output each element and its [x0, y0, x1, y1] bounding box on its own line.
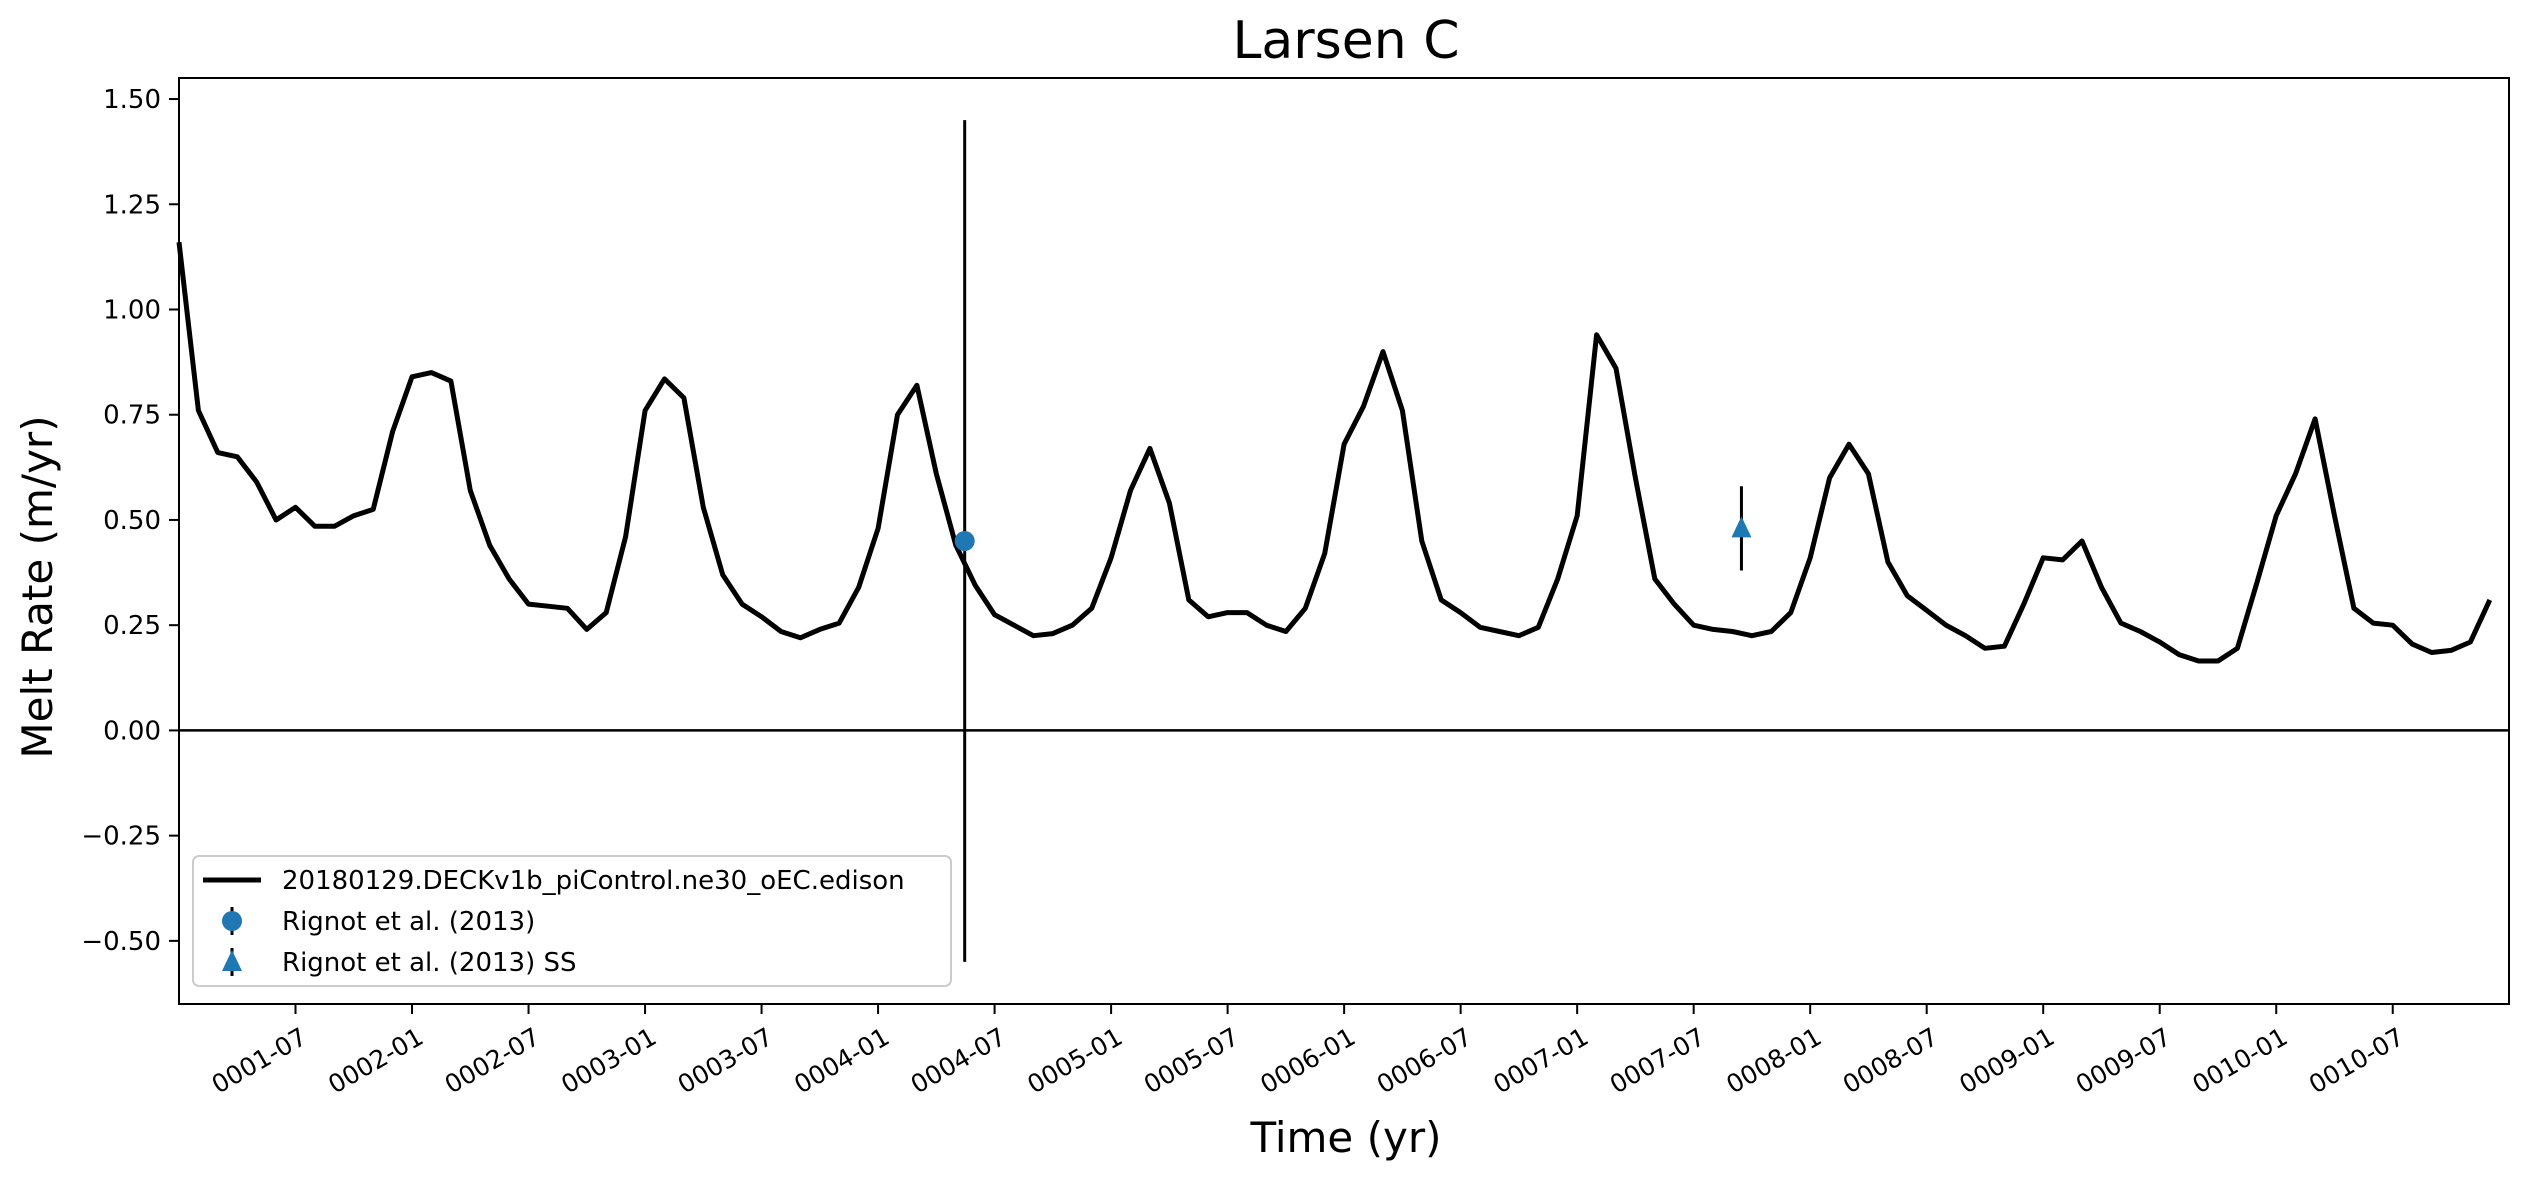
y-tick-label: 1.25: [103, 190, 161, 220]
series-line-model: [176, 241, 2493, 664]
y-tick-label: 0.50: [103, 506, 161, 536]
x-axis-label: Time (yr): [1249, 1113, 1441, 1162]
legend-label: 20180129.DECKv1b_piControl.ne30_oEC.edis…: [282, 866, 905, 896]
y-tick-label: 0.25: [103, 611, 161, 641]
legend: 20180129.DECKv1b_piControl.ne30_oEC.edis…: [192, 855, 952, 987]
legend-swatch-circle: [222, 911, 242, 931]
legend-swatch-triangle: [222, 950, 242, 971]
y-axis-label: Melt Rate (m/yr): [13, 415, 62, 758]
y-tick-label: 1.50: [103, 85, 161, 115]
y-tick-label: 1.00: [103, 296, 161, 326]
legend-label: Rignot et al. (2013): [282, 907, 535, 937]
y-tick-label: −0.25: [81, 822, 161, 852]
marker-rignot-2013: [954, 531, 975, 551]
legend-box: [192, 855, 952, 987]
chart-title: Larsen C: [1232, 11, 1459, 71]
y-tick-label: 0.00: [103, 716, 161, 746]
plot-layer: [176, 120, 2509, 962]
marker-rignot-2013-ss: [1731, 516, 1752, 538]
y-tick-label: −0.50: [81, 927, 161, 957]
plot-frame: [178, 77, 2510, 1005]
legend-label: Rignot et al. (2013) SS: [282, 948, 577, 978]
y-tick-label: 0.75: [103, 401, 161, 431]
